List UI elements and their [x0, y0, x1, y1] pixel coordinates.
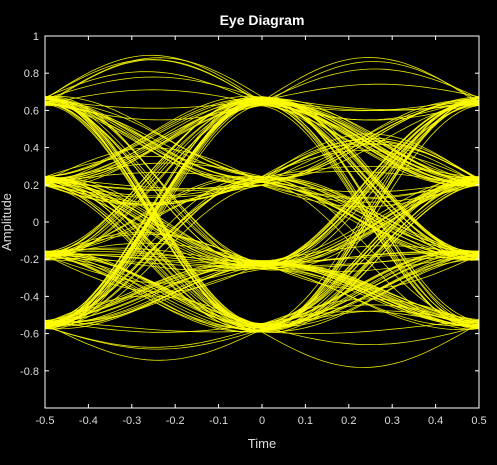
y-tick-label: 0.2 — [24, 180, 39, 192]
eye-trace — [44, 105, 480, 258]
eye-trace — [44, 98, 480, 255]
x-tick-label: 0.5 — [471, 415, 486, 427]
eye-trace — [44, 105, 480, 326]
y-tick-label: -0.4 — [20, 291, 39, 303]
chart-title: Eye Diagram — [220, 12, 305, 28]
eye-trace — [44, 98, 480, 326]
eye-trace — [44, 103, 480, 272]
x-tick-label: -0.4 — [79, 415, 98, 427]
eye-trace — [44, 96, 480, 330]
eye-trace — [44, 178, 480, 333]
x-tick-label: 0.1 — [298, 415, 313, 427]
eye-trace — [44, 177, 480, 326]
eye-trace — [44, 103, 480, 327]
eye-trace — [44, 99, 480, 331]
x-tick-label: 0.3 — [385, 415, 400, 427]
eye-trace — [44, 98, 480, 263]
y-tick-label: -0.8 — [20, 366, 39, 378]
y-tick-label: 0.4 — [24, 143, 39, 155]
x-tick-label: -0.5 — [36, 415, 55, 427]
x-tick-label: 0.2 — [341, 415, 356, 427]
eye-trace — [44, 101, 480, 327]
eye-trace — [44, 96, 480, 261]
eye-trace — [44, 259, 480, 328]
eye-trace — [44, 103, 480, 330]
eye-trace — [44, 177, 480, 203]
eye-trace — [44, 133, 480, 197]
x-tick-label: -0.2 — [166, 415, 185, 427]
eye-trace — [44, 98, 480, 331]
x-tick-label: -0.3 — [122, 415, 141, 427]
x-axis-ticks: -0.5 -0.4 -0.3 -0.2 -0.1 0 0.1 0.2 0.3 0.4 0.5 — [36, 36, 487, 427]
eye-trace — [44, 102, 480, 321]
eye-trace — [44, 178, 480, 321]
y-tick-label: 0.8 — [24, 68, 39, 80]
eye-trace — [44, 97, 480, 186]
y-axis-label: Amplitude — [0, 193, 14, 251]
eye-trace — [44, 170, 480, 257]
y-axis-ticks: 1 0.8 0.6 0.4 0.2 0 -0.2 -0.4 -0.6 -0.8 — [20, 31, 479, 378]
x-tick-label: 0 — [259, 415, 265, 427]
y-tick-label: -0.2 — [20, 254, 39, 266]
y-tick-label: 0 — [33, 217, 39, 229]
eye-trace — [44, 254, 480, 333]
eye-traces — [44, 54, 480, 368]
eye-trace — [44, 177, 480, 323]
x-tick-label: 0.4 — [428, 415, 443, 427]
eye-trace — [44, 96, 480, 327]
eye-trace — [44, 176, 480, 323]
eye-trace — [44, 97, 480, 330]
x-tick-label: -0.1 — [209, 415, 228, 427]
y-tick-label: 1 — [33, 31, 39, 43]
eye-trace — [44, 175, 480, 350]
y-tick-label: -0.6 — [20, 329, 39, 341]
eye-trace — [44, 255, 480, 328]
eye-trace — [44, 184, 480, 330]
y-tick-label: 0.6 — [24, 105, 39, 117]
x-axis-label: Time — [248, 436, 276, 451]
eye-trace — [44, 100, 480, 327]
eye-trace — [44, 176, 480, 321]
